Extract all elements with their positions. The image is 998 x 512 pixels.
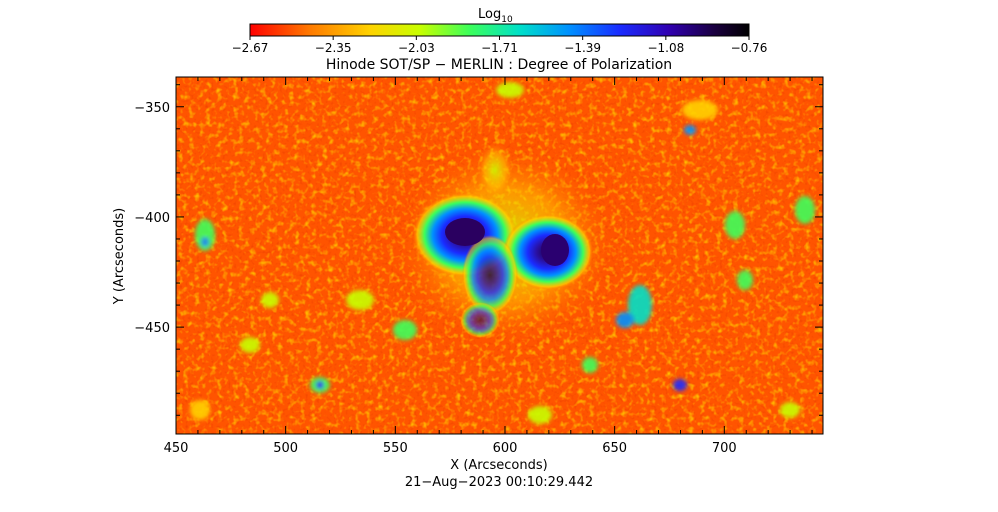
colorbar-tick-label: −2.35	[315, 41, 352, 55]
colorbar-tick-label: −1.39	[564, 41, 601, 55]
x-tick-label: 500	[273, 441, 298, 456]
x-axis-label: X (Arcseconds)	[450, 458, 547, 473]
y-axis-ticks: −350 −400 −450	[134, 84, 823, 416]
colorbar-tick-label: −1.71	[481, 41, 518, 55]
colorbar-tick-label: −1.08	[647, 41, 684, 55]
colorbar-tick-label: −2.67	[232, 41, 269, 55]
y-axis-label: Y (Arcseconds)	[112, 208, 127, 305]
x-tick-label: 700	[712, 441, 737, 456]
polarization-map-image	[176, 77, 823, 434]
colorbar-tick-label: −2.03	[398, 41, 435, 55]
colorbar-ticks: −2.67 −2.35 −2.03 −1.71 −1.39 −1.08 −0.76	[232, 36, 768, 55]
y-tick-label: −400	[134, 211, 170, 226]
x-tick-label: 550	[383, 441, 408, 456]
timestamp: 21−Aug−2023 00:10:29.442	[405, 475, 593, 490]
y-tick-label: −450	[134, 321, 170, 336]
colorbar-tick-label: −0.76	[731, 41, 768, 55]
x-axis-ticks: 450 500 550 600 650 700	[164, 77, 813, 456]
x-tick-label: 650	[602, 441, 627, 456]
plot-frame	[175, 76, 824, 435]
x-tick-label: 450	[164, 441, 189, 456]
y-tick-label: −350	[134, 101, 170, 116]
plot-title: Hinode SOT/SP − MERLIN : Degree of Polar…	[326, 57, 672, 73]
colorbar	[249, 23, 750, 37]
colorbar-label: Log10	[478, 7, 513, 25]
x-tick-label: 600	[493, 441, 518, 456]
